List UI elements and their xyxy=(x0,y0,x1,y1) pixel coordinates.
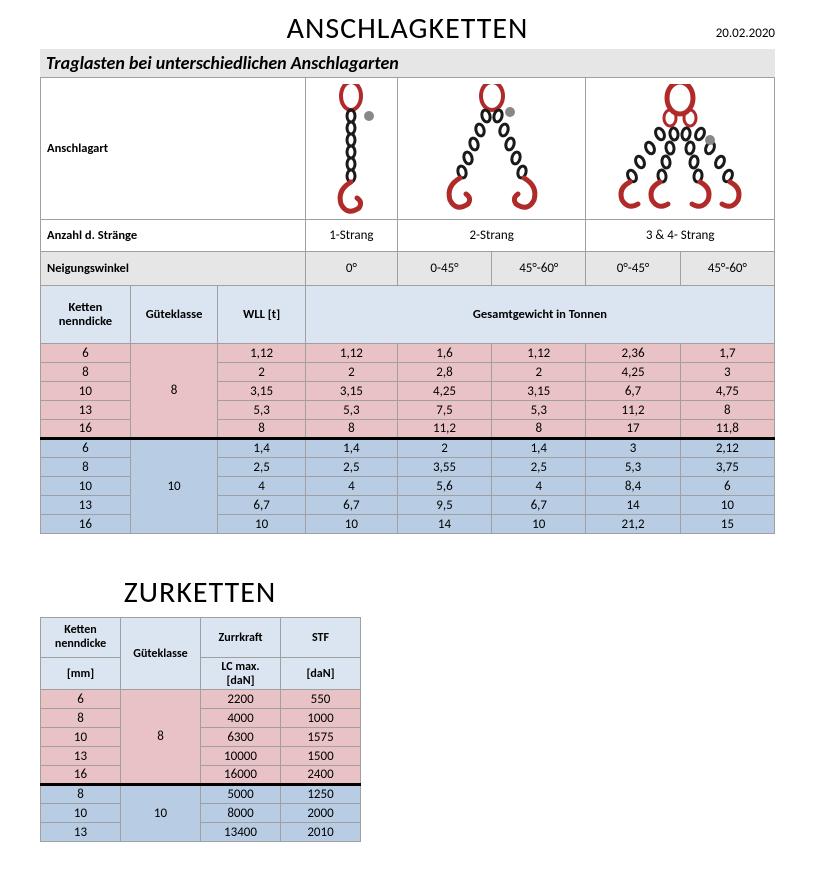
table-row: 13134002010 xyxy=(41,823,361,842)
row-header-1: Ketten nenndicke Güteklasse Zurrkraft ST… xyxy=(41,618,361,658)
cell-angle-045a: 0-45° xyxy=(397,252,491,286)
table-row: 16160002400 xyxy=(41,766,361,785)
cell-1strang: 1-Strang xyxy=(305,220,397,252)
label-dan: [daN] xyxy=(281,658,361,690)
table-row: 1063001575 xyxy=(41,728,361,747)
cell-angle-0: 0° xyxy=(305,252,397,286)
table-row: 13100001500 xyxy=(41,747,361,766)
table-row: 8 10 5000 1250 xyxy=(41,785,361,804)
table-row: 6 8 2200 550 xyxy=(41,690,361,709)
doc-date: 20.02.2020 xyxy=(716,26,775,41)
row-neigungswinkel: Neigungswinkel 0° 0-45° 45°-60° 0°-45° 4… xyxy=(41,252,775,286)
table-row: 6 8 1,12 1,12 1,6 1,12 2,36 1,7 xyxy=(41,344,775,363)
table-row: 6 10 1,4 1,42 1,43 2,12 xyxy=(41,439,775,458)
label-anzahl: Anzahl d. Stränge xyxy=(41,220,306,252)
row-header-2: [mm] LC max. [daN] [daN] xyxy=(41,658,361,690)
label-lcmax: LC max. [daN] xyxy=(201,658,281,690)
label-neigung: Neigungswinkel xyxy=(41,252,306,286)
label-stf: STF xyxy=(281,618,361,658)
cell-gk8-2: 8 xyxy=(121,690,201,785)
cell-34strang: 3 & 4- Strang xyxy=(586,220,775,252)
cell-gk10: 10 xyxy=(130,439,218,534)
label-anschlagart: Anschlagart xyxy=(41,78,306,220)
table-row: 840001000 xyxy=(41,709,361,728)
label-gesamtgewicht: Gesamtgewicht in Tonnen xyxy=(305,286,774,344)
table-zurketten: Ketten nenndicke Güteklasse Zurrkraft ST… xyxy=(40,617,361,842)
table-anschlagketten: Anschlagart xyxy=(40,77,775,534)
row-anzahl-straenge: Anzahl d. Stränge 1-Strang 2-Strang 3 & … xyxy=(41,220,775,252)
title-anschlagketten: ANSCHLAGKETTEN xyxy=(40,10,775,47)
label-mm: [mm] xyxy=(41,658,121,690)
cell-angle-045b: 0°-45° xyxy=(586,252,680,286)
label-gueteklasse: Güteklasse xyxy=(130,286,218,344)
chain-1-strand-icon xyxy=(305,78,397,220)
label-zurrkraft: Zurrkraft xyxy=(201,618,281,658)
label-kettennenndicke-2: Ketten nenndicke xyxy=(41,618,121,658)
title-zurketten: ZURKETTEN xyxy=(40,574,360,611)
row-anschlagart: Anschlagart xyxy=(41,78,775,220)
label-kettennenndicke: Ketten nenndicke xyxy=(41,286,131,344)
chain-2-strand-icon xyxy=(397,78,586,220)
table-row: 1080002000 xyxy=(41,804,361,823)
label-wll: WLL [t] xyxy=(218,286,306,344)
cell-gk8: 8 xyxy=(130,344,218,439)
cell-angle-4560b: 45°-60° xyxy=(680,252,774,286)
row-subheader: Ketten nenndicke Güteklasse WLL [t] Gesa… xyxy=(41,286,775,344)
chain-3-4-strand-icon xyxy=(586,78,775,220)
cell-gk10-2: 10 xyxy=(121,785,201,842)
cell-angle-4560a: 45°-60° xyxy=(492,252,586,286)
subtitle-bar: Traglasten bei unterschiedlichen Anschla… xyxy=(40,49,775,77)
label-gueteklasse-2: Güteklasse xyxy=(121,618,201,690)
cell-2strang: 2-Strang xyxy=(397,220,586,252)
